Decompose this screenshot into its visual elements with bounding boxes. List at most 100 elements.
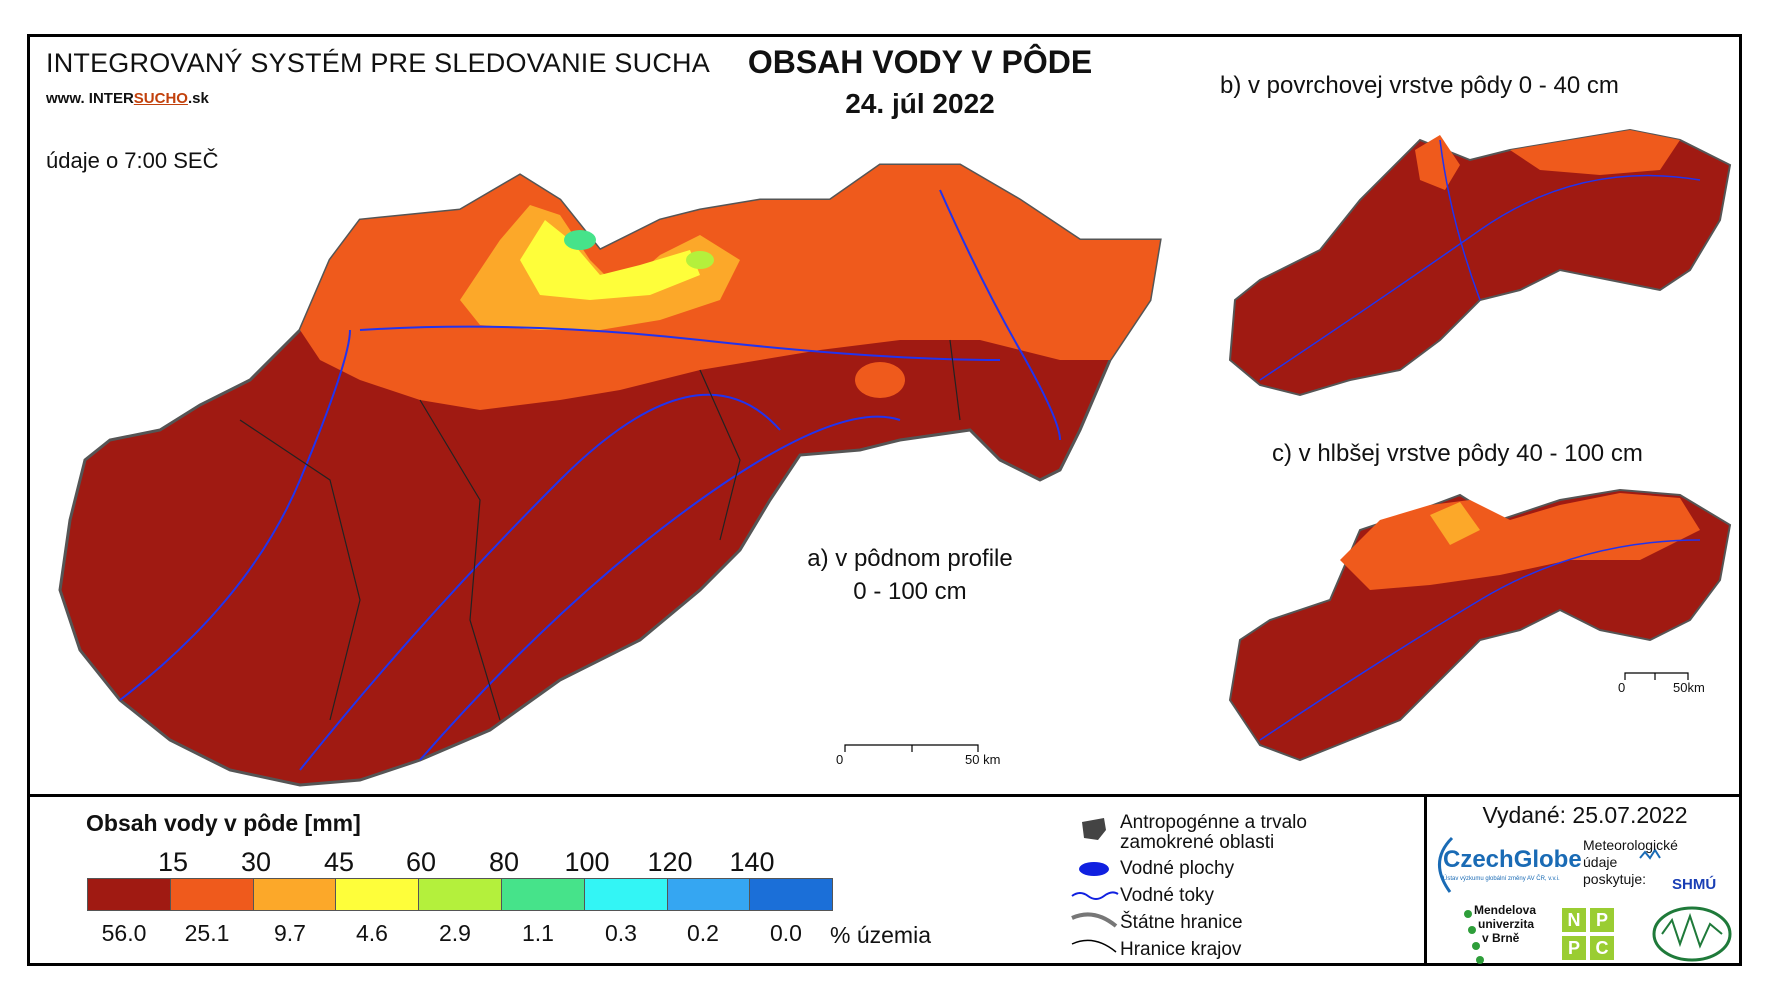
time-note: údaje o 7:00 SEČ (46, 148, 219, 173)
meteo-provider-text: Meteorologické údaje poskytuje: (1583, 837, 1678, 888)
water-body-symbol (1079, 862, 1109, 876)
mendel-line1: Mendelova (1474, 903, 1537, 917)
legend-anthro-line1: Antropogénne a trvalo (1120, 812, 1307, 833)
legend-color-box (418, 878, 502, 911)
map-a-river-3 (419, 415, 901, 761)
scale-main-end: 50 km (965, 752, 1001, 767)
scale-bar-main (844, 744, 979, 752)
meteo-line1: Meteorologické (1583, 837, 1678, 853)
legend-color-box (666, 878, 751, 911)
map-c-river (1259, 539, 1701, 741)
map-b-river (1259, 174, 1701, 381)
legend-percent: 0.3 (605, 920, 637, 946)
state-border-symbol (1071, 912, 1118, 928)
system-title: INTEGROVANÝ SYSTÉM PRE SLEDOVANIE SUCHA (46, 48, 710, 78)
map-b-orange-2 (1510, 130, 1680, 175)
legend-symbols (1071, 818, 1119, 953)
scale-bar-small (1624, 672, 1689, 680)
scale-small-zero: 0 (1618, 680, 1626, 695)
mendel-logo: Mendelova univerzita v Brně (1450, 903, 1536, 945)
map-b-orange-1 (1415, 135, 1460, 190)
legend-tick: 140 (729, 847, 775, 877)
map-a-green-spot-2 (686, 251, 714, 269)
map-a-river-2 (299, 393, 781, 771)
legend-tick: 80 (488, 847, 520, 877)
map-a-region-4 (949, 339, 961, 421)
site-highlight: SUCHO (133, 90, 188, 107)
map-a-river-5 (359, 325, 1001, 361)
map-a (58, 163, 1162, 787)
map-b-country (1228, 128, 1732, 397)
map-a-river-4 (939, 189, 1061, 441)
legend-percent: 0.2 (687, 920, 719, 946)
map-c-yellow (1430, 502, 1480, 545)
legend-anthro-line2: zamokrené oblasti (1120, 832, 1275, 853)
legend-region-border: Hranice krajov (1120, 939, 1242, 960)
issued-date: Vydané: 25.07.2022 (1482, 802, 1688, 828)
map-a-region-1 (239, 419, 361, 721)
water-stream-symbol (1071, 891, 1119, 900)
legend-color-box (169, 878, 254, 911)
main-title: OBSAH VODY V PÔDE (747, 44, 1093, 80)
legend-divider (27, 794, 1742, 797)
npc-logo-c: C (1590, 936, 1614, 960)
legend-tick: 120 (647, 847, 693, 877)
legend-percent: 4.6 (356, 920, 388, 946)
legend-color-box (501, 878, 585, 911)
shmu-icon (1639, 848, 1661, 860)
meteo-line2: údaje (1583, 854, 1618, 870)
map-c-label: c) v hlbšej vrstve pôdy 40 - 100 cm (1272, 440, 1643, 467)
shmu-logo: SHMÚ (1672, 876, 1717, 893)
legend-tick: 45 (323, 847, 355, 877)
mendel-dot (1464, 910, 1472, 918)
legend-tick: 100 (564, 847, 610, 877)
legend-title: Obsah vody v pôde [mm] (86, 810, 361, 836)
map-a-label-line2: 0 - 100 cm (853, 578, 967, 605)
website-link[interactable]: www. INTERSUCHO.sk (46, 90, 209, 107)
map-b-river-2 (1439, 139, 1481, 301)
npc-logo-n: N (1562, 908, 1586, 932)
npc-logo-p2: P (1562, 936, 1586, 960)
map-a-green-spot-1 (564, 230, 596, 250)
legend-percent: 56.0 (101, 920, 147, 946)
mendel-line3: v Brně (1482, 931, 1520, 945)
legend-color-box (335, 878, 420, 911)
site-prefix: www. INTER (46, 90, 134, 107)
legend-tick: 15 (157, 847, 189, 877)
map-b-label: b) v povrchovej vrstve pôdy 0 - 40 cm (1220, 72, 1619, 99)
legend-color-box (583, 878, 668, 911)
map-a-river-1 (119, 329, 351, 701)
legend-tick: 60 (405, 847, 437, 877)
earth-science-logo (1652, 906, 1732, 962)
region-border-symbol (1071, 939, 1117, 953)
legend-water-bodies: Vodné plochy (1120, 858, 1235, 879)
legend-water-streams: Vodné toky (1120, 885, 1215, 906)
legend-percent: 9.7 (274, 920, 306, 946)
meteo-line3: poskytuje: (1583, 871, 1647, 887)
legend-state-border: Štátne hranice (1120, 912, 1243, 933)
legend-percent: 25.1 (184, 920, 230, 946)
map-a-orange-blob (855, 362, 905, 398)
czechglobe-subtitle: Ústav výzkumu globální změny AV ČR, v.v.… (1443, 876, 1560, 882)
legend-color-box (252, 878, 337, 911)
footer-divider (1424, 796, 1427, 966)
main-date: 24. júl 2022 (845, 88, 995, 119)
mendel-line2: univerzita (1478, 917, 1535, 931)
npc-logo-p1: P (1590, 908, 1614, 932)
percent-unit: % územia (830, 922, 931, 948)
legend-percent: 0.0 (770, 920, 802, 946)
map-c-orange-north (1340, 493, 1700, 590)
map-a-region-2 (419, 399, 501, 721)
legend-tick: 30 (240, 847, 272, 877)
legend-color-box (749, 878, 834, 911)
legend-color-box (87, 878, 171, 911)
legend-percent: 1.1 (522, 920, 554, 946)
czechglobe-logo: CzechGlobe (1443, 846, 1582, 873)
site-suffix: .sk (187, 90, 209, 107)
map-c (1228, 488, 1732, 762)
legend-percent: 2.9 (439, 920, 471, 946)
map-b (1228, 128, 1732, 397)
map-a-label-line1: a) v pôdnom profile (807, 545, 1013, 572)
